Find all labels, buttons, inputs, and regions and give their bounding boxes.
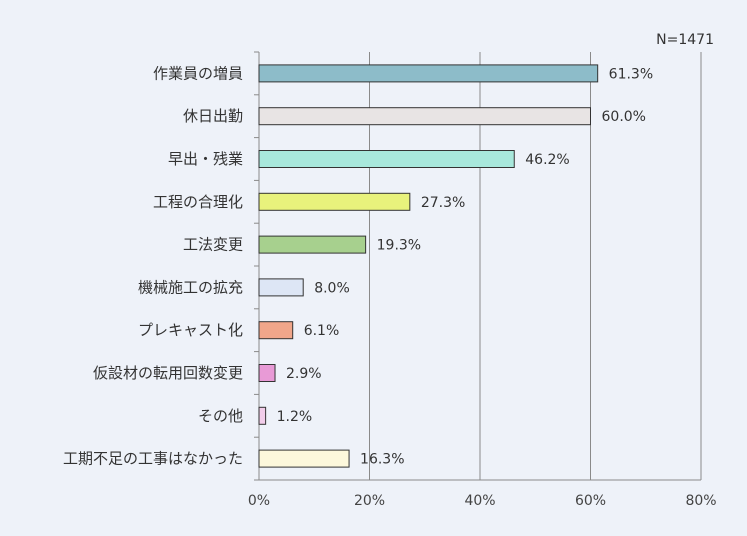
data-label: 61.3%	[609, 66, 653, 82]
bar	[258, 192, 411, 211]
bar	[258, 321, 294, 340]
category-label: 工期不足の工事はなかった	[63, 450, 243, 468]
data-label: 16.3%	[360, 452, 404, 468]
bar	[258, 278, 304, 297]
x-tick-label: 40%	[464, 493, 495, 509]
data-label: 1.2%	[277, 409, 313, 425]
x-tick-label: 20%	[354, 493, 385, 509]
x-tick-label: 80%	[685, 493, 716, 509]
bar	[258, 235, 367, 254]
category-label: 早出・残業	[168, 150, 243, 168]
category-label: 機械施工の拡充	[138, 278, 243, 296]
category-label: 仮設材の転用回数変更	[93, 364, 243, 382]
bar	[258, 107, 591, 126]
data-label: 46.2%	[525, 152, 569, 168]
data-label: 2.9%	[286, 366, 322, 382]
x-tick-label: 60%	[575, 493, 606, 509]
category-label: 休日出勤	[183, 107, 243, 125]
bar	[258, 64, 599, 83]
data-label: 8.0%	[314, 280, 350, 296]
bar	[258, 449, 350, 468]
category-label: 作業員の増員	[153, 64, 243, 82]
data-label: 60.0%	[602, 109, 646, 125]
bar	[258, 150, 515, 168]
bar	[258, 364, 276, 382]
category-label: プレキャスト化	[138, 321, 243, 339]
data-label: 27.3%	[421, 195, 465, 211]
sample-size-label: N=1471	[656, 32, 714, 48]
data-label: 6.1%	[304, 323, 340, 339]
category-label: 工法変更	[183, 236, 243, 254]
category-label: 工程の合理化	[153, 193, 243, 211]
data-label: 19.3%	[377, 238, 421, 254]
bar	[258, 406, 267, 425]
category-label: その他	[198, 407, 243, 425]
x-tick-label: 0%	[248, 493, 270, 509]
